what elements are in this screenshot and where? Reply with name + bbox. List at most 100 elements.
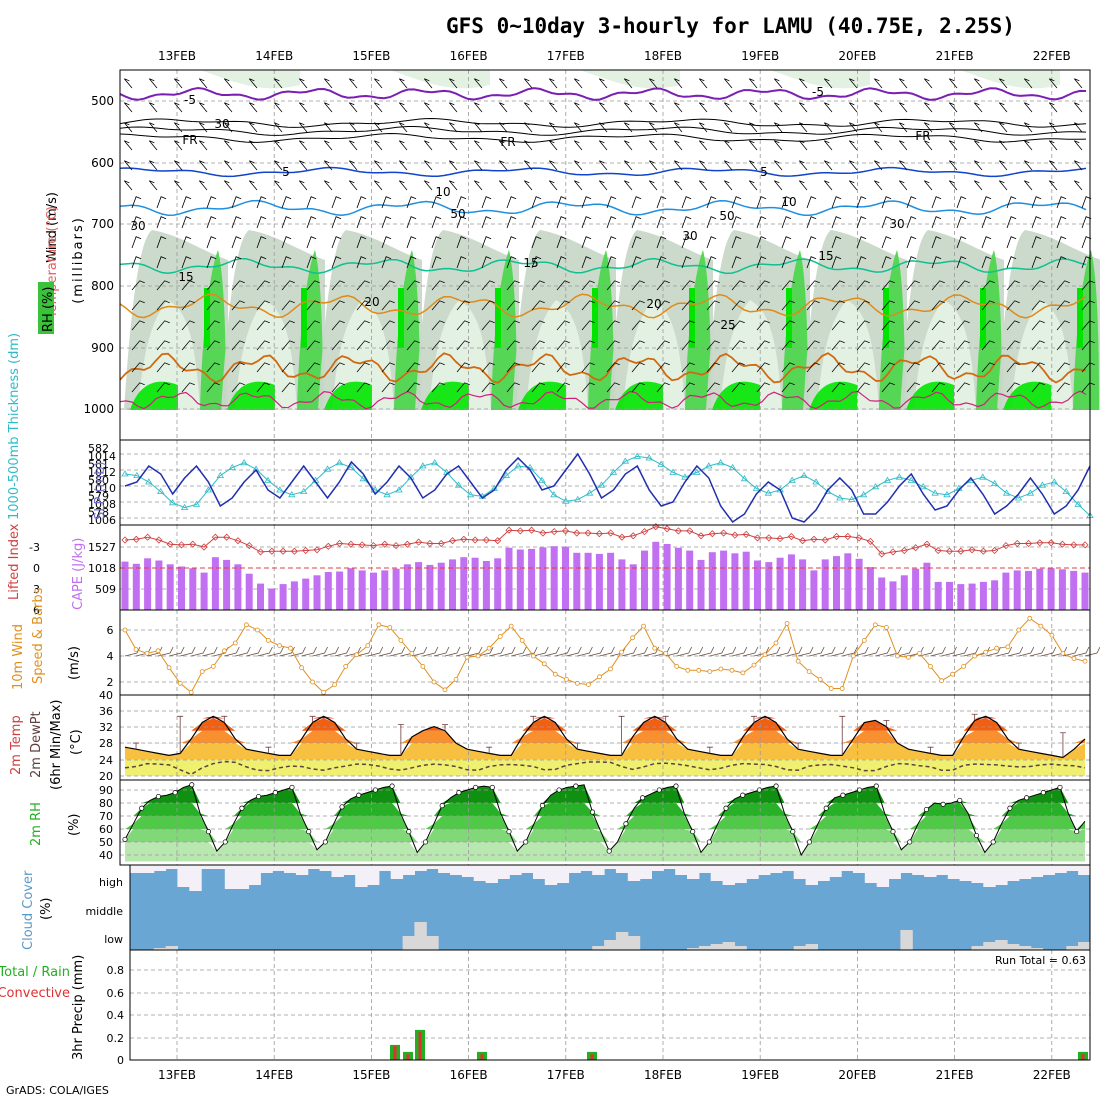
li-marker xyxy=(629,532,637,540)
rh-marker xyxy=(573,783,579,789)
contour-5 xyxy=(119,166,1087,178)
cloud-high-bar xyxy=(473,865,487,881)
wind-barb xyxy=(931,362,945,373)
cape-bar xyxy=(144,558,152,610)
slp-tick: 1006 xyxy=(88,514,116,527)
thickness-marker xyxy=(669,468,677,475)
rh-band xyxy=(125,784,1085,803)
thickness-tick: 580 xyxy=(88,474,109,487)
wind-10m-barb xyxy=(1018,646,1035,657)
rh-marker xyxy=(172,790,178,796)
wind-barb xyxy=(948,160,958,171)
cape-bar xyxy=(720,550,728,610)
temp-line xyxy=(124,715,1086,759)
wind-barb xyxy=(1048,140,1058,151)
wind-barb xyxy=(406,382,420,393)
wind-barb xyxy=(256,382,270,393)
wind-barb xyxy=(806,340,820,351)
wind-barb xyxy=(673,160,683,171)
li-marker xyxy=(686,527,694,535)
cloud-high-bar xyxy=(402,865,415,875)
wind-speed-marker xyxy=(552,671,558,677)
wind-barb xyxy=(981,300,995,311)
wind-barb xyxy=(181,256,192,269)
wind-barb xyxy=(606,236,617,249)
cloud-high-bar xyxy=(189,865,202,891)
li-marker xyxy=(731,531,739,539)
top-date-label: 19FEB xyxy=(741,49,779,63)
wind-barb xyxy=(1056,236,1067,249)
wind-barb xyxy=(756,196,767,209)
wind-10m-barb xyxy=(588,646,604,657)
temp-grid xyxy=(120,695,1090,780)
thickness-marker xyxy=(788,476,796,483)
wind-barb xyxy=(698,140,708,151)
wind-barb xyxy=(773,102,783,113)
rh-marker xyxy=(723,805,729,811)
cloud-high-bar xyxy=(580,865,593,871)
wind-barb xyxy=(448,122,458,133)
ylabel-2m-dewpt: 2m DewPt xyxy=(29,711,44,778)
li-marker xyxy=(607,529,615,537)
thickness-tick: 579 xyxy=(88,490,109,503)
wind-barb xyxy=(373,78,383,89)
cape-bar xyxy=(979,581,987,610)
thickness-marker xyxy=(907,476,916,483)
wind-speed-marker xyxy=(828,686,834,691)
contour-labels: -5 -5 FR FR FR 5 5 10 10 15 15 15 20 20 25 30 30 50 30 50 30 xyxy=(130,85,930,332)
ylabel-total-rain: Total / Rain xyxy=(0,965,70,980)
wind-barb xyxy=(831,196,842,209)
wind-barb xyxy=(448,78,458,89)
li-marker xyxy=(189,540,197,548)
wind-speed-marker xyxy=(597,674,602,680)
thickness-marker xyxy=(1002,489,1011,496)
cloud-high-bar xyxy=(331,865,344,877)
wind-barb xyxy=(573,140,583,151)
cape-bar xyxy=(1081,572,1089,610)
wind-barb xyxy=(423,140,433,151)
wind-10m-barb xyxy=(831,646,847,657)
thickness-marker xyxy=(740,475,749,482)
li-tick: 3 xyxy=(33,583,40,596)
wind-speed-marker xyxy=(586,682,591,687)
thickness-marker xyxy=(585,489,594,496)
temp-whisker xyxy=(971,713,978,721)
wind-10m-barb xyxy=(786,646,803,657)
wind-barb xyxy=(723,122,733,133)
contour-label: 10 xyxy=(435,185,450,199)
credit-label: GrADS: COLA/IGES xyxy=(6,1084,109,1097)
wind-barb xyxy=(181,216,192,229)
bottom-date-label: 22FEB xyxy=(1033,1068,1071,1082)
bottom-date-label: 15FEB xyxy=(352,1068,390,1082)
cloud-high-bar xyxy=(260,865,273,873)
contour-freeze-a xyxy=(119,117,1087,128)
wind-barb xyxy=(406,300,420,311)
wind-speed-marker xyxy=(1049,632,1055,638)
wind-10m-barb xyxy=(466,646,483,657)
wind-barb xyxy=(331,382,345,393)
rh-marker xyxy=(256,793,262,800)
rh-marker xyxy=(1057,784,1063,790)
wind-barb xyxy=(231,320,245,331)
cape-bar xyxy=(934,581,942,610)
thickness-marker xyxy=(299,487,308,494)
contour-15 xyxy=(119,257,1087,275)
li-marker xyxy=(640,528,649,536)
rh-marker xyxy=(322,839,328,845)
wind-barb xyxy=(1056,320,1070,331)
slp-tick: 1012 xyxy=(88,466,116,479)
wind-barb xyxy=(281,256,292,269)
thickness-tick: 582 xyxy=(88,442,109,455)
li-marker xyxy=(1002,542,1010,550)
wind-speed-marker xyxy=(144,651,150,656)
thickness-marker xyxy=(1074,500,1082,507)
rh-marker xyxy=(957,797,963,803)
wind-barb xyxy=(181,236,192,249)
cloud-row-low: low xyxy=(104,933,123,946)
wind-barb xyxy=(656,362,670,373)
wind-barb xyxy=(706,216,717,229)
wind-speed-marker xyxy=(906,654,911,660)
wind-barb xyxy=(156,382,170,393)
cloud-high-bar xyxy=(426,865,439,869)
wind-barb xyxy=(1056,340,1070,351)
